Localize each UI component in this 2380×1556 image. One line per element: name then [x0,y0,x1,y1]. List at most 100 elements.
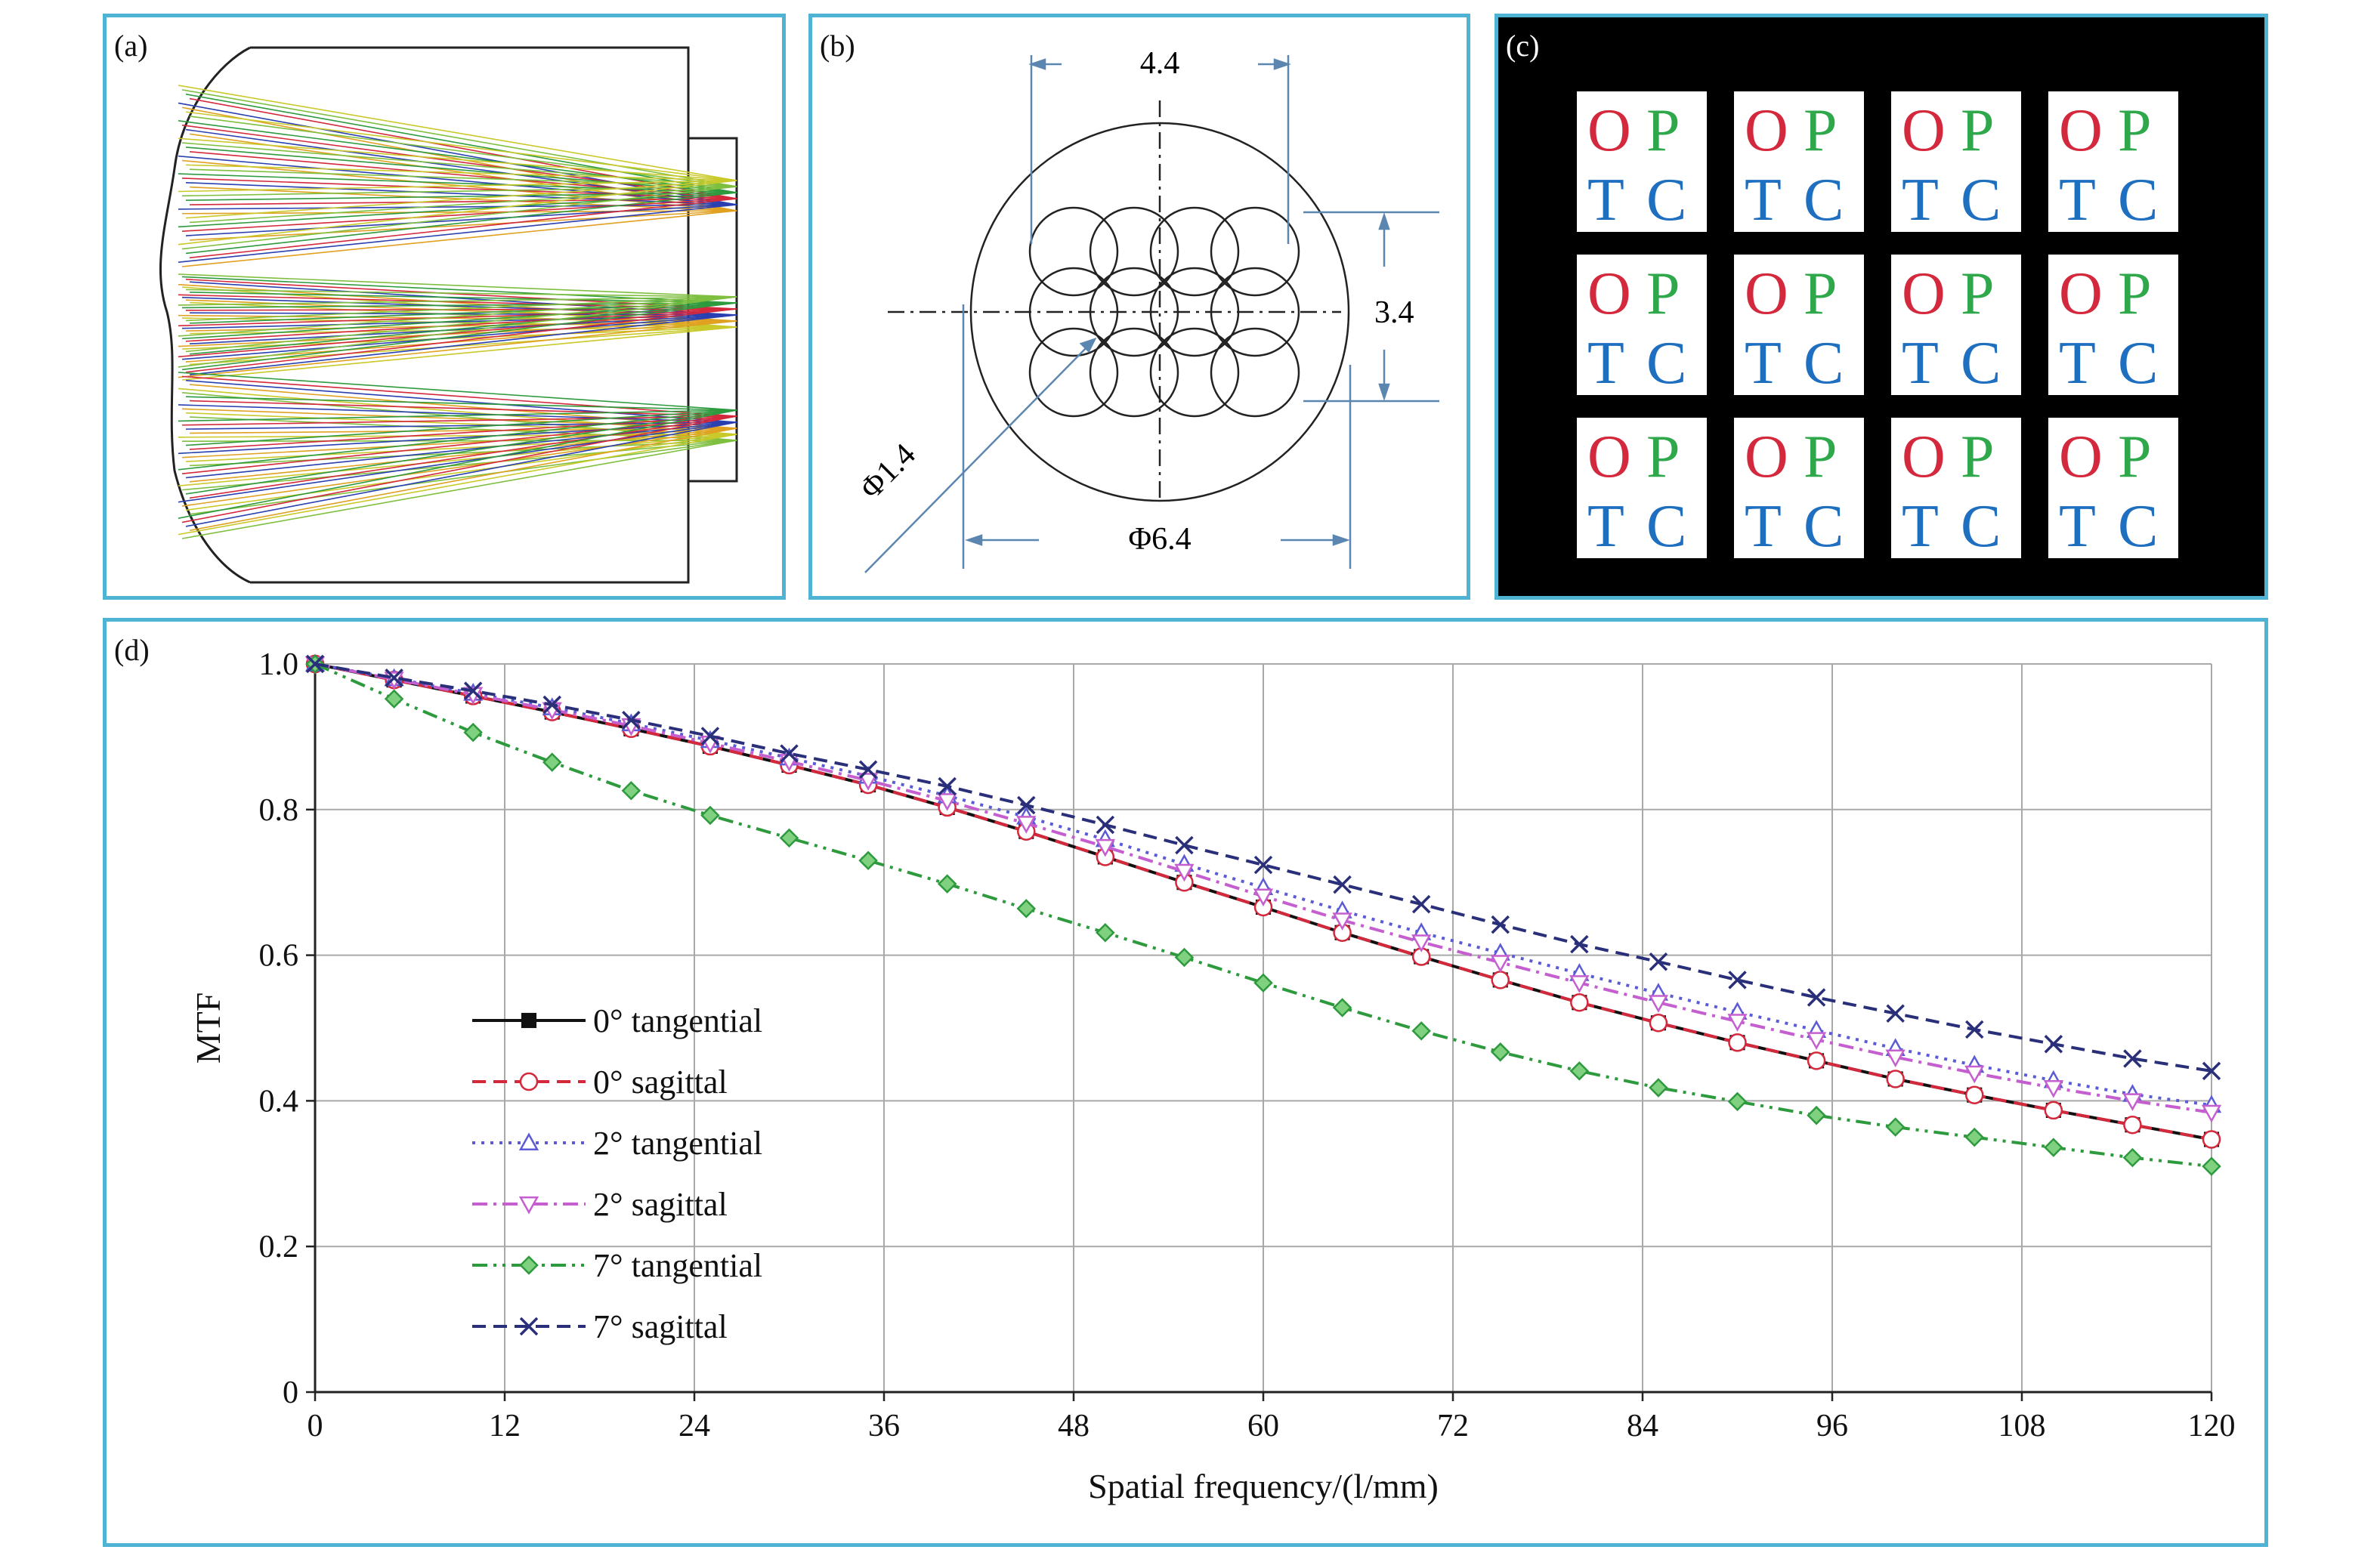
light-ray [189,440,737,515]
light-ray [178,180,737,193]
mtf-chart: 0 12 24 36 48 60 72 84 96 108 120 0 0.2 0.4 0.6 0.8 1.0 S… [189,647,2236,1505]
legend-marker [518,1196,539,1215]
data-point [1570,993,1589,1012]
tile-glyph: P [1646,97,1680,164]
data-point [779,828,799,848]
panel-d: (d) 0 12 24 36 48 60 72 84 96 108 120 0 0.2 0.4 0.6 0.8… [103,618,2268,1547]
y-tick-label: 0 [283,1375,298,1410]
tile-glyph: P [2118,424,2152,490]
tile-glyph: O [1902,97,1946,164]
tile-glyph: C [1646,330,1687,397]
dim-top-text: 4.4 [1140,46,1180,81]
tile-glyph: O [1745,261,1788,327]
light-ray [185,308,737,373]
data-point [384,689,404,709]
data-point [2043,1079,2063,1098]
tile-glyph: T [1745,493,1782,560]
light-ray [181,198,737,232]
tile-glyph: C [2118,167,2159,233]
data-point [1016,816,1037,834]
tile-glyph: O [1745,97,1788,164]
legend-label: 2° sagittal [593,1186,728,1223]
fiber-circle [1149,327,1240,418]
light-ray [181,415,737,426]
light-ray [185,421,737,527]
light-ray [185,192,737,255]
data-point [937,874,957,894]
light-ray [178,85,737,181]
tile-glyph: C [1961,167,2001,233]
tile-glyph: O [1587,97,1631,164]
light-ray [185,409,737,495]
data-point [2044,1101,2063,1120]
light-ray [181,186,737,250]
x-tick-label: 84 [1627,1409,1658,1443]
data-point [2122,1147,2143,1168]
light-ray [189,415,737,450]
light-ray [178,320,737,378]
legend-marker [518,1132,539,1151]
light-ray [181,142,737,187]
light-ray [181,178,737,199]
light-ray [189,302,737,355]
chart-grid [315,663,2212,1392]
legend-marker [519,1072,539,1091]
data-point [1253,855,1273,875]
light-ray [185,180,737,219]
fiber-circle [1089,206,1179,297]
data-point [858,760,878,780]
x-tick-label: 96 [1816,1409,1848,1443]
tile-glyph: P [2118,261,2152,327]
x-tick-label: 120 [2188,1409,2236,1443]
tile-glyph: T [1745,330,1782,397]
light-ray [189,210,737,241]
tile-glyph: P [1804,424,1838,490]
data-point [1886,1070,1905,1088]
light-ray [181,440,737,491]
light-ray [178,120,737,193]
tile-glyph: T [1587,493,1624,560]
light-ray [178,409,737,422]
tile-glyph: C [2118,330,2159,397]
chart-series [304,653,2222,1176]
light-ray [181,440,737,539]
tile-glyph: P [1804,261,1838,327]
data-point [1570,934,1589,954]
tile-glyph: C [1646,167,1687,233]
light-ray [178,434,737,438]
light-ray [185,434,737,462]
data-point [1411,894,1431,914]
light-ray [178,296,737,368]
tile-glyph: C [1804,330,1844,397]
chart-axes: 0 12 24 36 48 60 72 84 96 108 120 0 0.2 0.4 0.6 0.8 1.0 S… [189,647,2236,1505]
data-point [2201,1104,2222,1123]
legend-marker [519,1317,539,1336]
light-ray [178,387,737,435]
dim-right-text: 3.4 [1374,295,1414,330]
x-tick-label: 0 [308,1409,323,1443]
data-point [2202,1061,2221,1081]
panel-b: (b) 4.4 [808,14,1470,600]
legend-label: 0° tangential [593,1002,762,1039]
data-point [1096,922,1115,943]
fiber-circles [1028,206,1300,418]
data-point [1491,971,1510,989]
tile-glyph: T [1902,330,1939,397]
light-ray [185,164,737,181]
light-ray [185,111,737,181]
fiber-circle [1028,206,1119,297]
tile-glyph: O [1745,424,1788,490]
data-point [1175,835,1194,855]
light-ray [185,181,737,205]
light-ray [178,434,737,536]
light-ray [178,137,737,181]
light-ray [185,396,737,411]
data-point [1490,1042,1510,1062]
light-ray [178,434,737,487]
light-ray [185,192,737,201]
